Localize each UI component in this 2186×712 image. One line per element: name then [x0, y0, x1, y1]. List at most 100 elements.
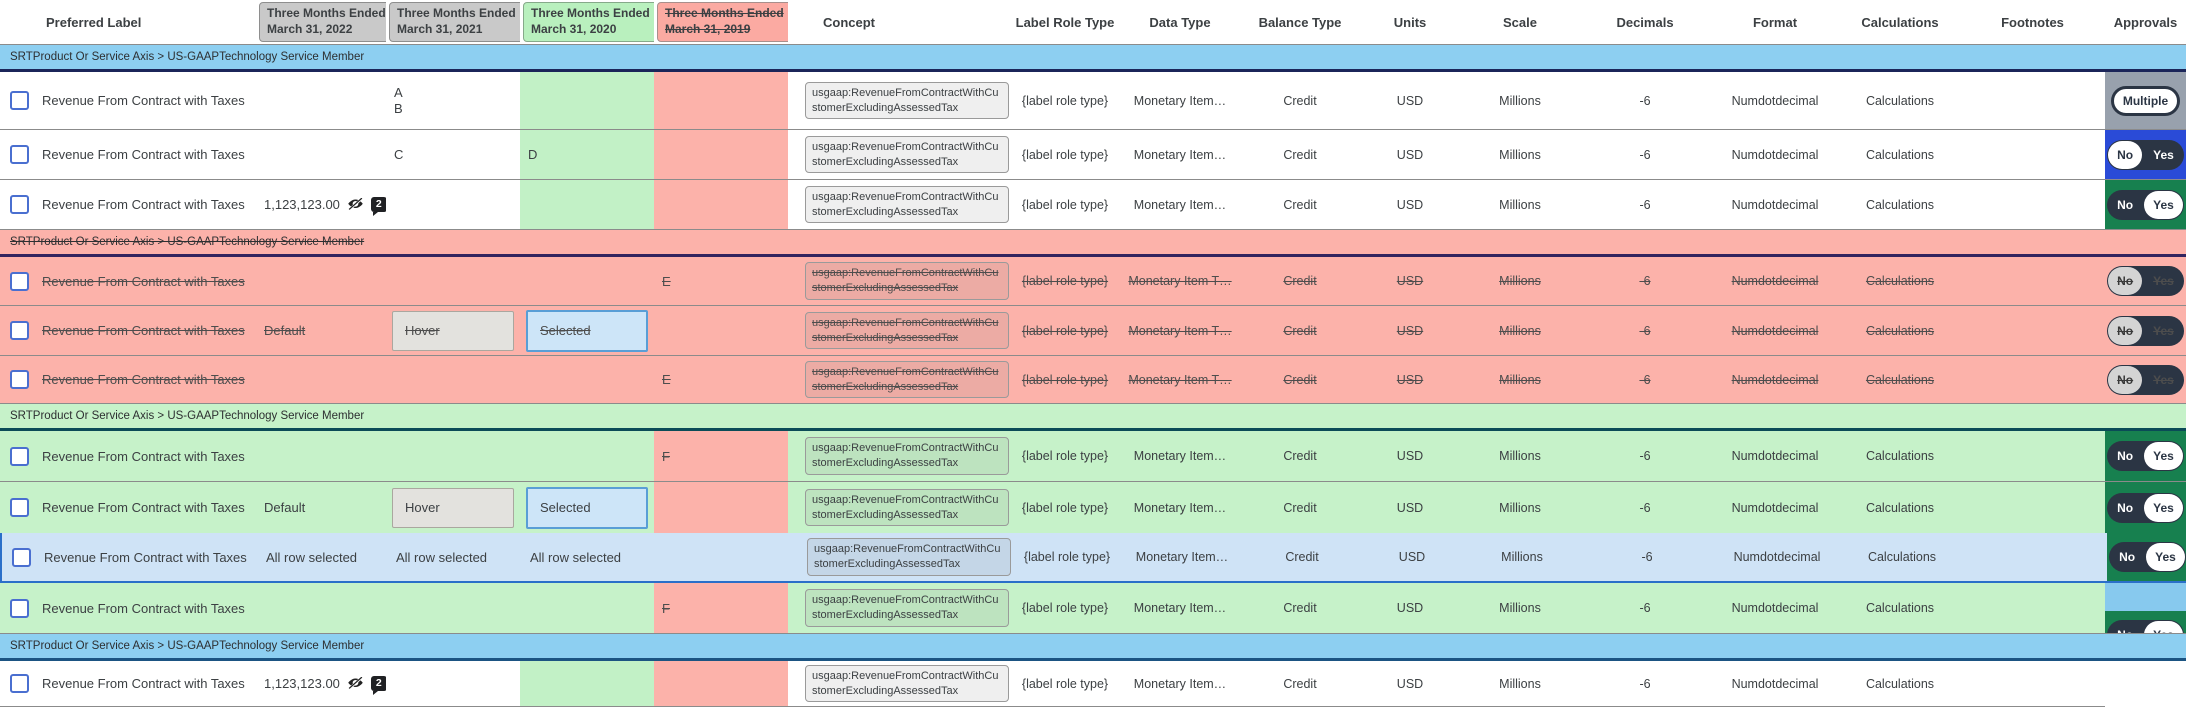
approval-no[interactable]: No: [2108, 621, 2142, 633]
period-2019-cell[interactable]: [654, 306, 788, 355]
concept-chip[interactable]: usgaap:RevenueFromContractWithCustomerEx…: [805, 311, 1009, 350]
approval-toggle[interactable]: No Yes: [2107, 441, 2184, 471]
row-checkbox[interactable]: [10, 446, 29, 466]
row-checkbox[interactable]: [10, 271, 29, 291]
period-2019-cell[interactable]: E: [654, 257, 788, 305]
period-chip-2021[interactable]: Three Months Ended March 31, 2021: [389, 2, 520, 42]
approval-toggle[interactable]: No Yes: [2107, 492, 2184, 523]
period-2019-cell[interactable]: F: [654, 431, 788, 481]
approval-no[interactable]: No: [2117, 500, 2134, 515]
period-2020-cell[interactable]: [520, 583, 654, 633]
period-2021-cell[interactable]: C: [386, 130, 520, 179]
concept-chip[interactable]: usgaap:RevenueFromContractWithCustomerEx…: [805, 81, 1009, 120]
approval-toggle[interactable]: No Yes: [2109, 542, 2186, 572]
period-2021-cell[interactable]: All row selected: [388, 533, 522, 581]
approval-no[interactable]: No: [2117, 449, 2134, 463]
period-2020-cell[interactable]: [520, 356, 654, 403]
cell-state-hover[interactable]: Hover: [392, 310, 514, 351]
period-2021-cell[interactable]: [386, 583, 520, 633]
period-2019-cell[interactable]: [654, 72, 788, 129]
comment-count-badge[interactable]: 2: [370, 197, 386, 216]
period-2022-cell[interactable]: 1,123,123.00 2: [256, 661, 386, 706]
row-checkbox[interactable]: [10, 91, 29, 110]
approval-toggle[interactable]: No Yes: [2107, 315, 2184, 346]
approval-yes[interactable]: Yes: [2153, 372, 2174, 387]
concept-chip[interactable]: usgaap:RevenueFromContractWithCustomerEx…: [805, 437, 1009, 475]
approval-yes[interactable]: Yes: [2153, 323, 2174, 338]
approval-no[interactable]: No: [2119, 550, 2136, 564]
approval-toggle[interactable]: No Yes: [2107, 189, 2184, 220]
period-2019-cell[interactable]: E: [654, 356, 788, 403]
row-checkbox[interactable]: [12, 547, 31, 567]
period-2019-cell[interactable]: [654, 482, 788, 533]
period-2020-cell[interactable]: All row selected: [522, 533, 656, 581]
concept-chip[interactable]: usgaap:RevenueFromContractWithCustomerEx…: [805, 589, 1009, 627]
period-chip-2022[interactable]: Three Months Ended March 31, 2022: [259, 2, 386, 42]
row-checkbox[interactable]: [10, 195, 29, 214]
approval-yes[interactable]: Yes: [2146, 543, 2185, 571]
cell-state-selected[interactable]: Selected: [526, 309, 648, 352]
row-checkbox[interactable]: [10, 321, 29, 340]
approval-yes[interactable]: Yes: [2144, 493, 2183, 522]
period-2021-cell[interactable]: [386, 431, 520, 481]
period-2022-cell[interactable]: [256, 72, 386, 129]
period-2021-cell[interactable]: [386, 356, 520, 403]
period-2022-cell[interactable]: [256, 583, 386, 633]
period-2022-cell[interactable]: All row selected: [258, 533, 388, 581]
concept-chip[interactable]: usgaap:RevenueFromContractWithCustomerEx…: [805, 488, 1009, 527]
period-2020-cell[interactable]: Selected: [520, 306, 654, 355]
row-checkbox[interactable]: [10, 674, 29, 693]
period-2021-cell[interactable]: [386, 661, 520, 706]
period-2020-cell[interactable]: [520, 257, 654, 305]
row-checkbox[interactable]: [10, 598, 29, 618]
period-2021-cell[interactable]: [386, 257, 520, 305]
concept-chip[interactable]: usgaap:RevenueFromContractWithCustomerEx…: [805, 664, 1009, 703]
concept-chip[interactable]: usgaap:RevenueFromContractWithCustomerEx…: [805, 262, 1009, 300]
approval-yes[interactable]: Yes: [2153, 274, 2174, 288]
period-2019-cell[interactable]: [654, 180, 788, 229]
row-checkbox[interactable]: [10, 145, 29, 164]
period-2022-cell[interactable]: [256, 130, 386, 179]
period-2022-cell[interactable]: Default: [256, 482, 386, 533]
period-chip-2020[interactable]: Three Months Ended March 31, 2020: [523, 2, 654, 42]
period-2021-cell[interactable]: [386, 180, 520, 229]
cell-state-selected[interactable]: Selected: [526, 486, 648, 529]
period-2020-cell[interactable]: [520, 72, 654, 129]
cell-state-hover[interactable]: Hover: [392, 487, 514, 528]
period-2022-cell[interactable]: [256, 431, 386, 481]
period-2019-cell[interactable]: [654, 661, 788, 706]
concept-chip[interactable]: usgaap:RevenueFromContractWithCustomerEx…: [805, 135, 1009, 174]
approval-yes[interactable]: Yes: [2144, 190, 2183, 219]
approval-yes[interactable]: Yes: [2144, 442, 2183, 470]
approval-yes[interactable]: Yes: [2153, 147, 2174, 162]
period-2020-cell[interactable]: Selected: [520, 482, 654, 533]
period-2019-cell[interactable]: F: [654, 583, 788, 633]
approval-toggle[interactable]: No Yes: [2107, 266, 2184, 296]
concept-chip[interactable]: usgaap:RevenueFromContractWithCustomerEx…: [805, 360, 1009, 399]
period-2022-cell[interactable]: [256, 257, 386, 305]
approval-no[interactable]: No: [2108, 316, 2143, 345]
approval-multiple-pill[interactable]: Multiple: [2110, 85, 2181, 116]
period-2019-cell[interactable]: [654, 130, 788, 179]
period-2021-cell[interactable]: Hover: [386, 482, 520, 533]
comment-count-badge[interactable]: 2: [370, 676, 386, 695]
period-2020-cell[interactable]: D: [520, 130, 654, 179]
approval-yes[interactable]: Yes: [2144, 621, 2183, 633]
period-2021-cell[interactable]: Hover: [386, 306, 520, 355]
approval-no[interactable]: No: [2108, 267, 2143, 295]
row-checkbox[interactable]: [10, 370, 29, 389]
concept-chip[interactable]: usgaap:RevenueFromContractWithCustomerEx…: [807, 538, 1011, 576]
period-2022-cell[interactable]: 1,123,123.00 2: [256, 180, 386, 229]
row-checkbox[interactable]: [10, 498, 29, 517]
approval-no[interactable]: No: [2117, 197, 2134, 212]
period-2020-cell[interactable]: [520, 661, 654, 706]
period-2020-cell[interactable]: [520, 180, 654, 229]
period-chip-2019[interactable]: Three Months Ended March 31, 2019: [657, 2, 788, 42]
period-2022-cell[interactable]: Default: [256, 306, 386, 355]
period-2020-cell[interactable]: [520, 431, 654, 481]
period-2019-cell[interactable]: [656, 533, 790, 581]
